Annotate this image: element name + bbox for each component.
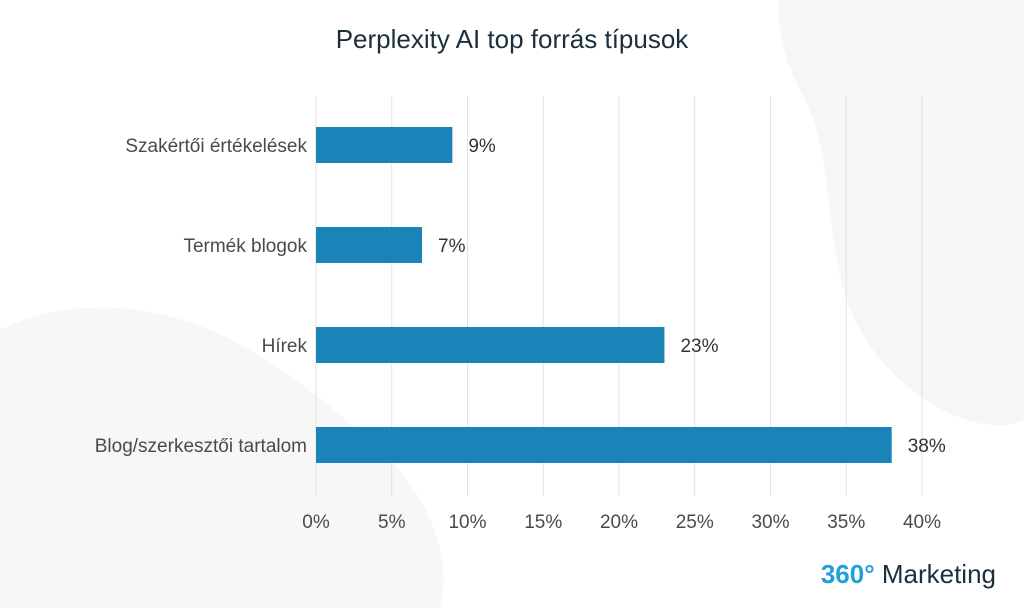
x-tick-label: 25%: [676, 512, 714, 533]
x-tick-label: 15%: [524, 512, 562, 533]
data-label: 23%: [680, 336, 718, 357]
brand-logo: 360° Marketing: [821, 559, 996, 590]
data-label: 9%: [468, 136, 496, 157]
bar: [316, 327, 665, 363]
data-label: 38%: [908, 436, 946, 457]
x-tick-label: 30%: [751, 512, 789, 533]
x-tick-labels: 0% 5% 10% 15% 20% 25% 30% 35% 40%: [302, 512, 941, 533]
x-tick-label: 40%: [903, 512, 941, 533]
data-label: 7%: [438, 236, 466, 257]
x-tick-label: 10%: [448, 512, 486, 533]
category-label: Blog/szerkesztői tartalom: [95, 436, 307, 457]
bars: [316, 127, 892, 463]
data-labels: 9% 7% 23% 38%: [438, 136, 946, 457]
bar: [316, 127, 453, 163]
chart-title: Perplexity AI top forrás típusok: [335, 24, 689, 54]
category-label: Hírek: [262, 336, 308, 357]
x-tick-label: 0%: [302, 512, 330, 533]
bar: [316, 427, 892, 463]
x-tick-label: 35%: [827, 512, 865, 533]
bar: [316, 227, 423, 263]
category-label: Szakértői értékelések: [125, 136, 307, 157]
x-tick-label: 20%: [600, 512, 638, 533]
category-label: Termék blogok: [183, 236, 307, 257]
category-labels: Szakértői értékelések Termék blogok Hírek B…: [95, 136, 308, 457]
x-tick-label: 5%: [378, 512, 406, 533]
brand-name: Marketing: [881, 559, 996, 589]
brand-number: 360°: [820, 559, 875, 589]
